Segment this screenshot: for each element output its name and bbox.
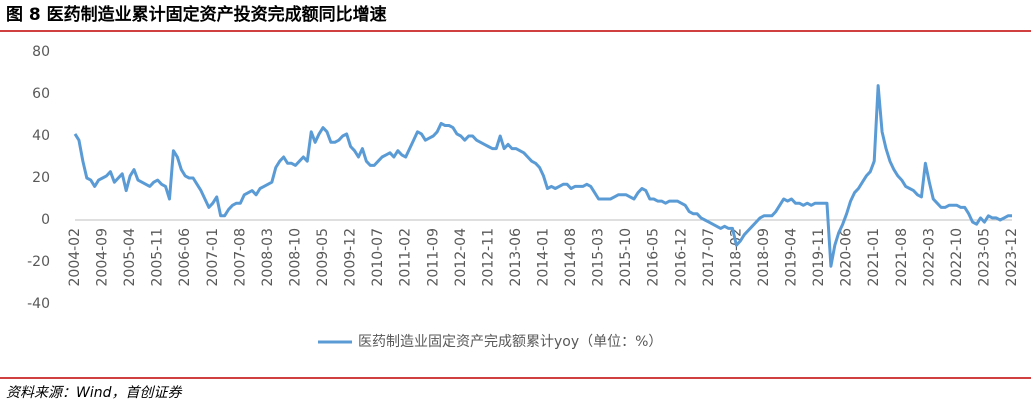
x-tick-label: 2011-09 [425,228,441,287]
y-tick-label: 40 [32,128,50,144]
x-tick-label: 2008-10 [287,228,303,287]
x-tick-label: 2016-12 [673,228,689,287]
x-tick-label: 2014-08 [563,228,579,287]
y-tick-label: 0 [41,212,50,228]
x-tick-label: 2006-06 [177,228,193,287]
source-note: 资料来源：Wind，首创证券 [6,385,182,401]
x-tick-label: 2022-10 [949,228,965,287]
y-tick-label: -40 [27,296,50,312]
x-tick-label: 2020-06 [839,228,855,287]
data-line [73,84,1012,268]
x-tick-label: 2023-12 [1004,228,1020,287]
x-tick-label: 2018-09 [756,228,772,287]
x-tick-label: 2004-09 [95,228,111,287]
x-tick-label: 2015-10 [618,228,634,287]
x-tick-label: 2021-01 [866,228,882,287]
x-tick-label: 2012-04 [453,228,469,287]
y-tick-label: 60 [32,86,50,102]
legend-label: 医药制造业固定资产完成额累计yoy（单位：%） [358,334,662,350]
x-tick-label: 2009-05 [315,228,331,287]
x-tick-label: 2012-11 [480,228,496,287]
x-tick-label: 2019-11 [811,228,827,287]
x-tick-label: 2008-03 [260,228,276,287]
x-tick-label: 2004-02 [67,228,83,287]
x-tick-label: 2014-01 [536,228,552,287]
y-tick-label: -20 [27,254,50,270]
x-tick-label: 2005-11 [150,228,166,287]
x-tick-label: 2013-06 [508,228,524,287]
x-tick-label: 2005-04 [122,228,138,287]
x-tick-label: 2011-02 [398,228,414,287]
x-tick-label: 2007-01 [205,228,221,287]
y-tick-label: 80 [32,44,50,60]
x-tick-label: 2016-05 [646,228,662,287]
x-tick-label: 2022-03 [921,228,937,287]
x-tick-label: 2021-08 [894,228,910,287]
y-tick-label: 20 [32,170,50,186]
x-tick-label: 2017-07 [701,228,717,287]
x-tick-label: 2007-08 [232,228,248,287]
chart-title: 图 8 医药制造业累计固定资产投资完成额同比增速 [6,4,387,25]
x-tick-label: 2023-05 [976,228,992,287]
x-tick-label: 2015-03 [591,228,607,287]
x-tick-label: 2009-12 [343,228,359,287]
x-tick-label: 2019-04 [784,228,800,287]
x-tick-label: 2010-07 [370,228,386,287]
